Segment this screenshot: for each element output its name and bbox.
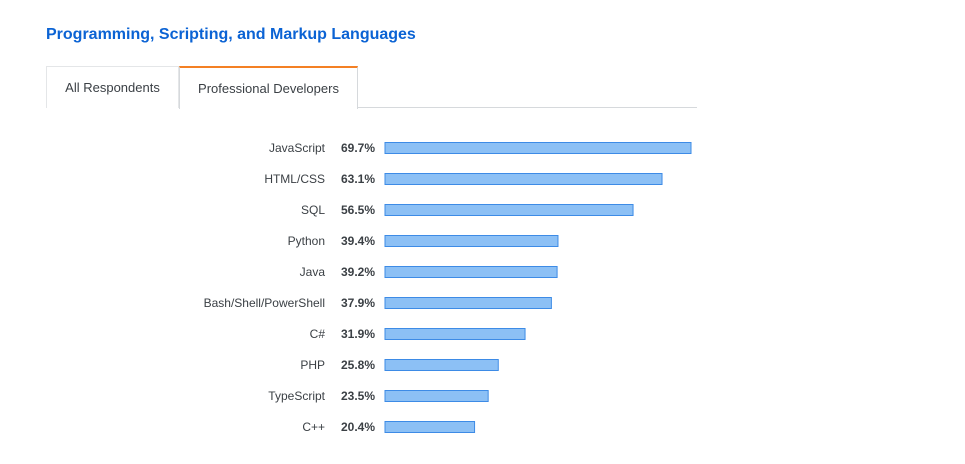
tab-all-respondents[interactable]: All Respondents: [46, 66, 179, 108]
bar-c: [384, 328, 526, 340]
chart-title: Programming, Scripting, and Markup Langu…: [46, 26, 416, 43]
category-label-typescript: TypeScript: [268, 389, 325, 403]
category-label-html-css: HTML/CSS: [264, 172, 325, 186]
bar-php: [384, 359, 499, 371]
value-label-javascript: 69.7%: [341, 141, 375, 155]
value-label-html-css: 63.1%: [341, 172, 375, 186]
bar-python: [384, 235, 559, 247]
tab-professional-developers[interactable]: Professional Developers: [179, 66, 358, 109]
category-label-c: C++: [302, 420, 325, 434]
bar-chart: JavaScript 69.7% HTML/CSS 63.1% SQL 56.5% Pyth…: [0, 134, 965, 444]
bar-javascript: [384, 142, 692, 154]
category-label-java: Java: [300, 265, 326, 279]
category-label-sql: SQL: [301, 203, 325, 217]
value-label-typescript: 23.5%: [341, 389, 375, 403]
value-label-java: 39.2%: [341, 265, 375, 279]
value-label-c: 31.9%: [341, 327, 375, 341]
bar-bash-shell-powershell: [384, 297, 552, 309]
value-label-sql: 56.5%: [341, 203, 375, 217]
value-label-c: 20.4%: [341, 420, 375, 434]
bar-sql: [384, 204, 634, 216]
category-label-c: C#: [310, 327, 326, 341]
bar-c: [384, 421, 476, 433]
bar-html-css: [384, 173, 663, 185]
tab-bar: All Respondents Professional Developers: [46, 66, 697, 109]
value-label-php: 25.8%: [341, 358, 375, 372]
bar-java: [384, 266, 558, 278]
bar-chart-svg: JavaScript 69.7% HTML/CSS 63.1% SQL 56.5% Pyth…: [204, 141, 692, 434]
category-label-php: PHP: [300, 358, 325, 372]
value-label-python: 39.4%: [341, 234, 375, 248]
bar-typescript: [384, 390, 489, 402]
category-label-javascript: JavaScript: [269, 141, 326, 155]
value-label-bash-shell-powershell: 37.9%: [341, 296, 375, 310]
category-label-bash-shell-powershell: Bash/Shell/PowerShell: [204, 296, 325, 310]
category-label-python: Python: [288, 234, 325, 248]
